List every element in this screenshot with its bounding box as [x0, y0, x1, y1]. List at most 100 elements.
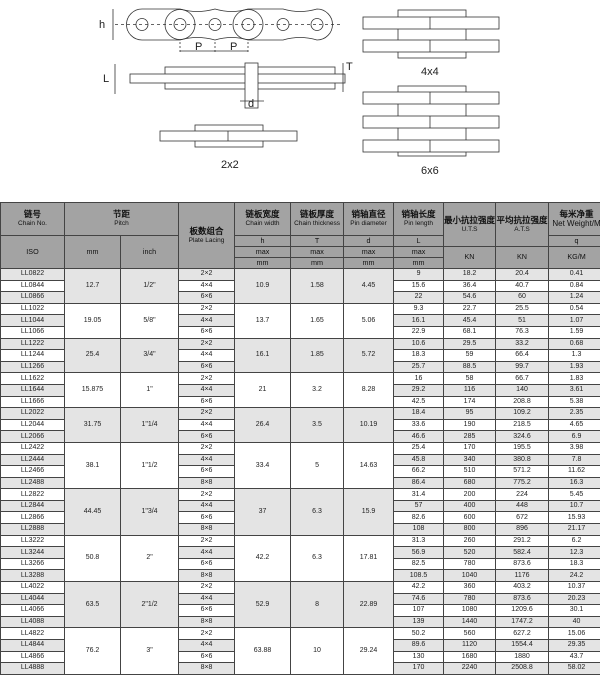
- table-row: LL4866 6×6 130 1680 1880 43.7: [0, 650, 600, 664]
- caption-4x4: 4x4: [421, 66, 439, 78]
- table-row: LL4044 4×4 74.6 780 873.6 20.23: [0, 592, 600, 606]
- header-q: q: [548, 235, 600, 247]
- ats-cell: 291.2: [495, 534, 550, 548]
- ats-cell: 1176: [495, 569, 550, 583]
- uts-cell: 22.7: [443, 302, 497, 316]
- uts-cell: 68.1: [443, 325, 497, 339]
- pin-length-cell: 15.6: [393, 279, 445, 293]
- label-T: T: [346, 61, 353, 73]
- table-row: LL1222 25.4 3/4" 2×2 16.1 1.85 5.72 10.6 29.5 33.…: [0, 337, 600, 374]
- uts-cell: 600: [443, 511, 497, 525]
- pin-length-cell: 82.5: [393, 557, 445, 571]
- uts-cell: 560: [443, 627, 497, 640]
- net-weight-cell: 43.7: [548, 650, 600, 664]
- plate-lacing-cell: 6×6: [178, 604, 236, 617]
- ats-cell: 195.5: [495, 441, 550, 455]
- ats-cell: 140: [495, 383, 550, 397]
- chain-thickness-cell: 1.85: [290, 337, 345, 374]
- pin-length-cell: 57: [393, 499, 445, 513]
- net-weight-cell: 4.65: [548, 418, 600, 432]
- table-row: LL2844 4×4 57 400 448 10.7: [0, 499, 600, 513]
- chain-width-cell: 42.2: [234, 534, 292, 583]
- pitch-mm-cell: 12.7: [64, 268, 121, 304]
- pitch-mm-cell: 31.75: [64, 407, 121, 443]
- uts-cell: 285: [443, 430, 497, 443]
- plate-lacing-cell: 6×6: [178, 360, 236, 374]
- net-weight-cell: 1.59: [548, 325, 600, 339]
- label-d: d: [248, 98, 254, 110]
- table-row: LL0866 6×6 22 54.6 60 1.24: [0, 291, 600, 304]
- chain-no-cell: LL3222: [0, 534, 65, 548]
- caption-6x6: 6x6: [421, 165, 439, 177]
- ats-cell: 672: [495, 511, 550, 525]
- plate-lacing-cell: 8×8: [178, 569, 236, 583]
- ats-cell: 66.7: [495, 372, 550, 385]
- table-row: LL3288 8×8 108.5 1040 1176 24.2: [0, 569, 600, 583]
- header-uts: 最小抗拉强度 U.T.S: [443, 202, 497, 247]
- plate-lacing-cell: 2×2: [178, 268, 236, 281]
- net-weight-cell: 3.98: [548, 441, 600, 455]
- header-unit-mm: mm: [290, 257, 345, 269]
- header-chain-no: 链号 Chain No.: [0, 202, 65, 236]
- table-row: LL1266 6×6 25.7 88.5 99.7 1.93: [0, 360, 600, 374]
- plate-lacing-cell: 4×4: [178, 383, 236, 397]
- uts-cell: 45.4: [443, 314, 497, 327]
- ats-cell: 66.4: [495, 349, 550, 362]
- header-T: T: [290, 235, 345, 247]
- plate-lacing-cell: 2×2: [178, 407, 236, 420]
- chain-width-cell: 21: [234, 372, 292, 409]
- table-body: LL0822 12.7 1/2" 2×2 10.9 1.58 4.45 9 18.2 20.4 0.…: [0, 268, 600, 675]
- pitch-inch-cell: 1": [119, 372, 180, 409]
- header-L: L: [393, 235, 445, 247]
- uts-cell: 54.6: [443, 291, 497, 304]
- ats-cell: 582.4: [495, 546, 550, 559]
- uts-cell: 36.4: [443, 279, 497, 293]
- header-chain-width: 链板宽度 Chain width: [234, 202, 292, 236]
- chain-spec-table: 链号 Chain No. 节距 Pitch 板数组合 Plate Lacing 链板宽…: [0, 202, 600, 675]
- chain-no-cell: LL1044: [0, 314, 65, 327]
- pin-length-cell: 66.2: [393, 465, 445, 478]
- table-row: LL1244 4×4 18.3 59 66.4 1.3: [0, 349, 600, 362]
- uts-cell: 1680: [443, 650, 497, 664]
- plate-lacing-cell: 4×4: [178, 279, 236, 293]
- ats-cell: 1747.2: [495, 615, 550, 629]
- plate-lacing-cell: 4×4: [178, 349, 236, 362]
- pin-length-cell: 108.5: [393, 569, 445, 583]
- ats-cell: 627.2: [495, 627, 550, 640]
- ats-cell: 403.2: [495, 581, 550, 594]
- plate-lacing-cell: 2×2: [178, 534, 236, 548]
- pin-length-cell: 82.6: [393, 511, 445, 525]
- chain-no-cell: LL1266: [0, 360, 65, 374]
- plate-lacing-cell: 2×2: [178, 627, 236, 640]
- chain-no-cell: LL2422: [0, 441, 65, 455]
- pitch-inch-cell: 3/4": [119, 337, 180, 374]
- plate-lacing-cell: 6×6: [178, 325, 236, 339]
- chain-plan-view: [114, 62, 346, 109]
- plate-lacing-cell: 4×4: [178, 418, 236, 432]
- plate-lacing-cell: 2×2: [178, 488, 236, 501]
- table-row: LL0822 12.7 1/2" 2×2 10.9 1.58 4.45 9 18.2 20.4 0.…: [0, 268, 600, 304]
- header-max: max: [393, 246, 445, 258]
- ats-cell: 40.7: [495, 279, 550, 293]
- chain-no-cell: LL0866: [0, 291, 65, 304]
- pitch-inch-cell: 3": [119, 627, 180, 675]
- plate-lacing-cell: 2×2: [178, 337, 236, 351]
- header-pin-diameter: 销轴直径 Pin diameter: [343, 202, 395, 236]
- net-weight-cell: 10.37: [548, 581, 600, 594]
- uts-cell: 780: [443, 592, 497, 606]
- chain-no-cell: LL1222: [0, 337, 65, 351]
- header-iso: ISO: [0, 235, 65, 269]
- chain-no-cell: LL4888: [0, 662, 65, 675]
- table-header: 链号 Chain No. 节距 Pitch 板数组合 Plate Lacing 链板宽…: [0, 202, 600, 269]
- header-net-weight: 每米净重 Net Weight/M: [548, 202, 600, 236]
- net-weight-cell: 3.61: [548, 383, 600, 397]
- net-weight-cell: 0.54: [548, 302, 600, 316]
- plate-lacing-cell: 4×4: [178, 546, 236, 559]
- uts-cell: 174: [443, 395, 497, 409]
- header-unit-mm: mm: [343, 257, 395, 269]
- header-max: max: [234, 246, 292, 258]
- caption-2x2: 2x2: [221, 159, 239, 171]
- pitch-mm-cell: 38.1: [64, 441, 121, 490]
- pitch-inch-cell: 2"1/2: [119, 581, 180, 629]
- pin-length-cell: 139: [393, 615, 445, 629]
